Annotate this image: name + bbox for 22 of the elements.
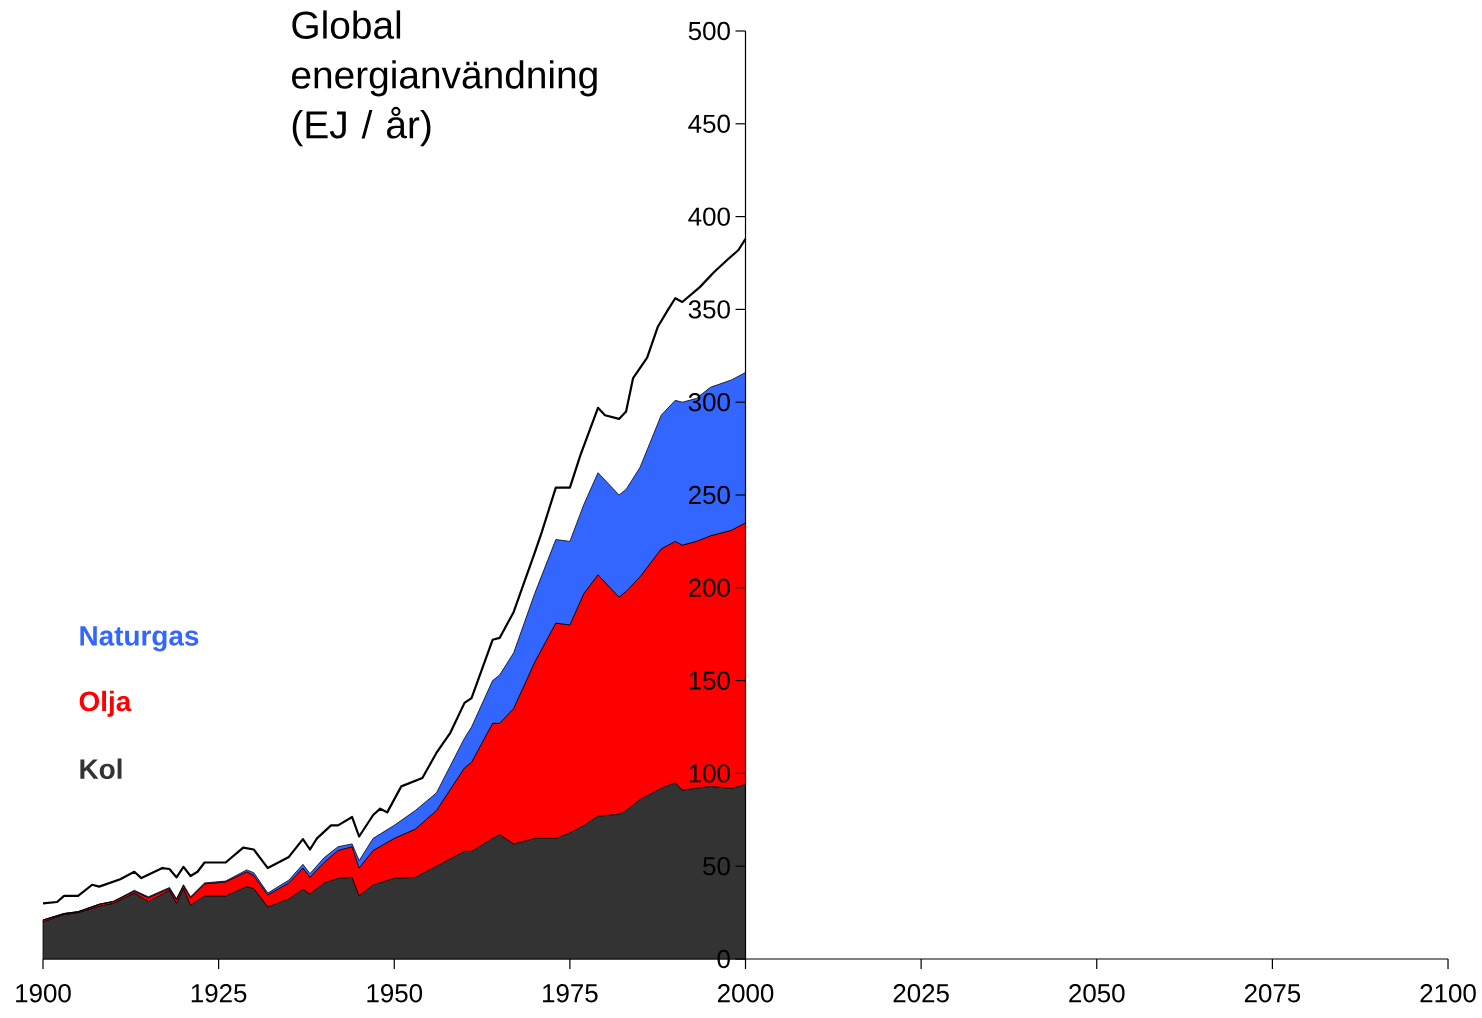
y-tick-label: 350 [688,300,730,319]
x-tick-label: 2100 [1420,984,1476,1003]
y-tick-label: 100 [689,764,730,783]
y-tick-label: 500 [688,21,730,41]
text: Kol [80,758,122,780]
x-tick-label: 2075 [1244,984,1301,1003]
x-tick-label: 1950 [367,984,423,1003]
x-tick-label: 2050 [1069,984,1125,1003]
y-tick-label: 450 [688,114,730,133]
x-tick-label: 1900 [16,984,71,1003]
text: Olja [79,690,132,717]
y-tick-label: 250 [689,485,730,505]
text: Global energianvändning (EJ / år) [292,10,597,147]
y-tick-label: 300 [688,393,730,412]
x-tick-label: 1925 [191,984,247,1003]
x-tick-label: 2025 [893,984,949,1003]
x-tick-label: 1975 [543,984,598,1003]
y-tick-label: 400 [688,207,730,226]
y-tick-label: 200 [689,578,730,597]
text: Naturgas [80,626,199,652]
y-tick-label: 150 [689,671,730,690]
x-tick-label: 2000 [718,984,774,1003]
